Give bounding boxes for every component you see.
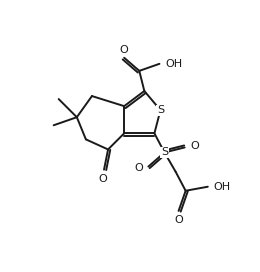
Text: S: S <box>161 147 168 157</box>
Text: O: O <box>99 174 107 184</box>
Text: OH: OH <box>166 59 183 69</box>
Text: O: O <box>120 45 128 55</box>
Text: O: O <box>174 215 183 224</box>
Text: O: O <box>134 163 143 173</box>
Text: O: O <box>190 141 199 152</box>
Text: OH: OH <box>213 182 231 192</box>
Text: S: S <box>157 105 164 115</box>
